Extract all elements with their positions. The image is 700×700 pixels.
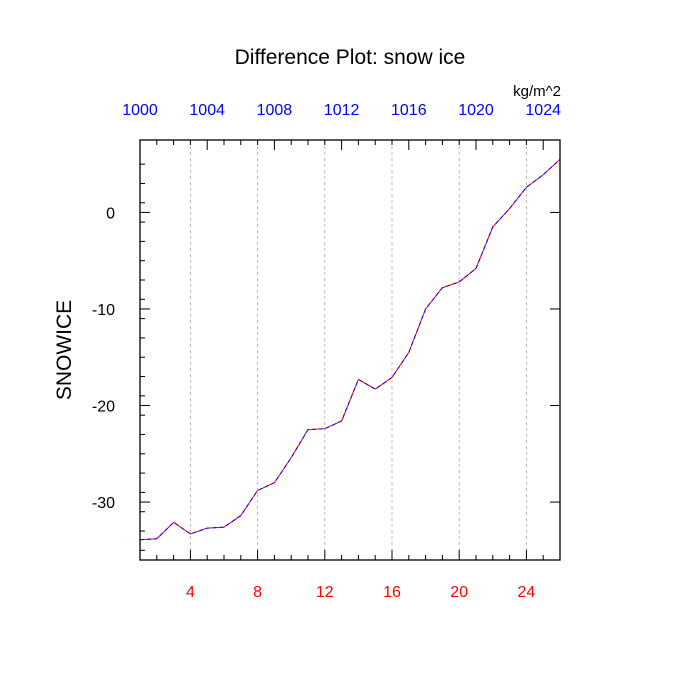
bottom-tick-label: 20 xyxy=(450,584,468,601)
bottom-tick-label: 12 xyxy=(316,584,334,601)
top-tick-label: 1024 xyxy=(525,102,561,119)
series-line xyxy=(139,158,561,541)
bottom-tick-label: 8 xyxy=(253,584,262,601)
top-tick-label: 1012 xyxy=(324,102,360,119)
axes: 4 8 12 16 20 24 1000 1004 1008 1012 1016 1020 1024 0 -… xyxy=(92,102,561,601)
y-axis-label: SNOWICE xyxy=(53,300,76,400)
top-tick-label: 1016 xyxy=(391,102,427,119)
top-tick-label: 1008 xyxy=(257,102,293,119)
plot-frame xyxy=(139,139,561,561)
left-tick-label: 0 xyxy=(106,205,115,222)
series-line-dashed xyxy=(139,158,561,541)
grid xyxy=(189,140,527,560)
series-layer xyxy=(139,158,561,541)
bottom-tick-label: 4 xyxy=(186,584,195,601)
top-tick-label: 1000 xyxy=(122,102,158,119)
left-tick-label: -10 xyxy=(92,302,115,319)
top-tick-label: 1004 xyxy=(189,102,225,119)
top-tick-label: 1020 xyxy=(458,102,494,119)
bottom-tick-label: 16 xyxy=(383,584,401,601)
left-tick-label: -20 xyxy=(92,399,115,416)
left-tick-label: -30 xyxy=(92,495,115,512)
bottom-tick-label: 24 xyxy=(518,584,536,601)
chart-title: Difference Plot: snow ice xyxy=(235,46,466,69)
top-axis-units: kg/m^2 xyxy=(513,83,561,100)
